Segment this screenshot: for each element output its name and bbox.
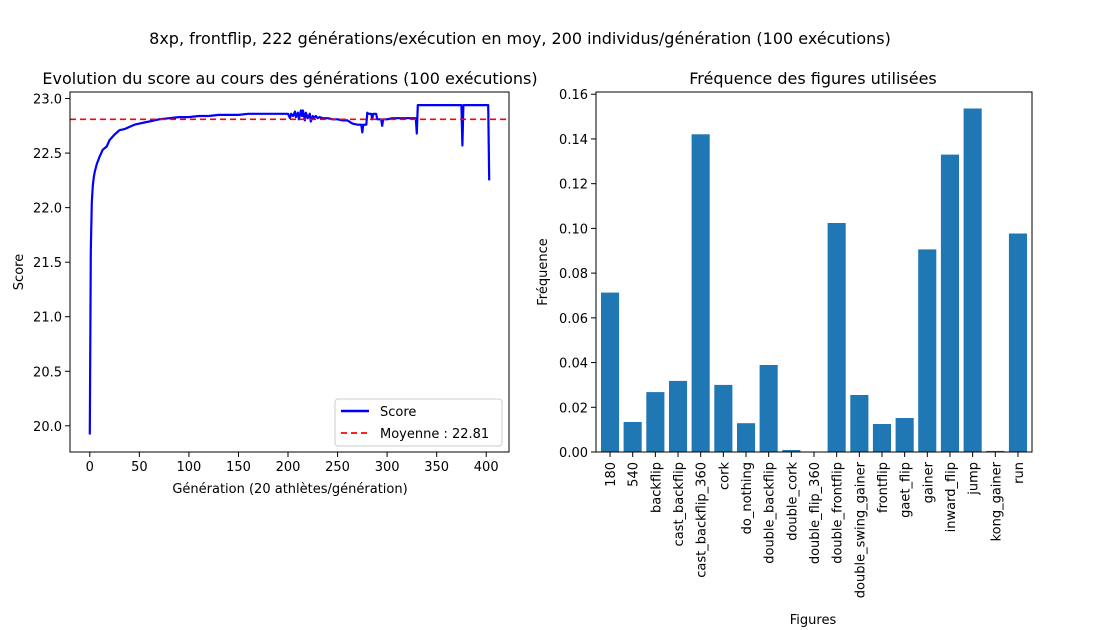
x-tick-label: 300 [375,460,400,475]
frequency-chart-title: Fréquence des figures utilisées [689,69,937,88]
x-tick-label: 0 [86,460,94,475]
y-tick-label: 21.0 [33,311,62,326]
x-tick-label: backflip [649,462,664,513]
bar-frontflip [872,424,891,452]
bar-run [1008,233,1027,452]
x-tick-label: 100 [177,460,202,475]
legend-box [334,398,503,447]
bar-cork [714,384,733,452]
score-chart-frame [69,91,510,453]
bar-jump [963,108,982,452]
frequency-chart-xlabel: Figures [790,613,837,628]
x-tick-label: double_frontflip [831,462,846,564]
y-tick-label: 0.04 [559,357,588,372]
x-tick-label: cork [717,462,732,490]
legend-score-label: Score [380,405,416,420]
score-chart: Evolution du score au cours des générati… [12,69,538,497]
x-tick-label: 180 [604,462,619,487]
bar-180 [601,292,620,452]
x-tick-label: 350 [424,460,449,475]
x-tick-label: double_swing_gainer [853,461,868,598]
x-tick-label: 50 [131,460,148,475]
x-tick-label: 200 [276,460,301,475]
x-tick-label: jump [967,462,982,496]
x-tick-label: cast_backflip [672,462,687,546]
x-tick-label: gaet_flip [899,462,914,518]
bar-gainer [918,249,937,452]
x-tick-label: double_flip_360 [808,462,823,564]
score-chart-plot-area [70,103,509,435]
y-tick-label: 0.10 [559,222,588,237]
bar-backflip [646,392,665,452]
y-tick-label: 0.00 [559,446,588,461]
bar-cast_backflip [669,380,688,452]
frequency-chart-ticks: 0.00 0.02 0.04 0.06 0.08 0.10 0.12 0.14 0.16 180 5… [559,88,1027,598]
x-tick-label: 400 [474,460,499,475]
bar-double_cork [782,450,801,452]
x-tick-label: double_backflip [763,462,778,564]
y-tick-label: 22.5 [33,147,62,162]
y-tick-label: 20.0 [33,420,62,435]
score-chart-ylabel: Score [12,254,27,290]
bar-kong_gainer [986,450,1005,452]
figure-suptitle: 8xp, frontflip, 222 générations/exécutio… [149,29,891,48]
x-tick-label: double_cork [785,462,800,541]
x-tick-label: gainer [921,461,936,503]
y-tick-label: 22.0 [33,202,62,217]
x-tick-label: 250 [325,460,350,475]
score-chart-xlabel: Génération (20 athlètes/génération) [172,482,407,497]
bar-double_frontflip [827,223,846,452]
y-tick-label: 0.02 [559,401,588,416]
frequency-chart-frame [595,91,1033,453]
y-tick-label: 0.06 [559,312,588,327]
y-tick-label: 0.16 [559,88,588,103]
bar-inward_flip [940,154,959,452]
bar-gaet_flip [895,418,914,452]
x-tick-label: kong_gainer [989,461,1004,541]
x-tick-label: 150 [226,460,251,475]
frequency-chart: Fréquence des figures utilisées 0.00 0.02… [536,69,1033,628]
score-chart-ticks: 0 50 100 150 200 250 300 350 400 20.0 20.5 21.0 21.5… [33,93,499,475]
x-tick-label: inward_flip [944,462,959,532]
score-series-line [88,103,491,435]
y-tick-label: 0.08 [559,267,588,282]
bar-double_swing_gainer [850,395,869,452]
score-chart-title: Evolution du score au cours des générati… [42,69,537,88]
bar-double_backflip [759,365,778,452]
x-tick-label: 540 [627,462,642,487]
x-tick-label: cast_backflip_360 [695,462,710,578]
legend-mean-label: Moyenne : 22.81 [380,427,489,442]
bar-do_nothing [737,423,756,452]
y-tick-label: 0.12 [559,178,588,193]
score-chart-legend: Score Moyenne : 22.81 [334,398,503,447]
y-tick-label: 23.0 [33,93,62,108]
frequency-chart-plot-area [601,108,1027,453]
bar-cast_backflip_360 [691,134,710,453]
bar-540 [623,422,642,452]
frequency-chart-ylabel: Fréquence [536,238,551,305]
y-tick-label: 20.5 [33,365,62,380]
y-tick-label: 21.5 [33,256,62,271]
x-tick-label: run [1012,462,1027,484]
y-tick-label: 0.14 [559,133,588,148]
x-tick-label: frontflip [876,462,891,513]
x-tick-label: do_nothing [740,462,755,534]
